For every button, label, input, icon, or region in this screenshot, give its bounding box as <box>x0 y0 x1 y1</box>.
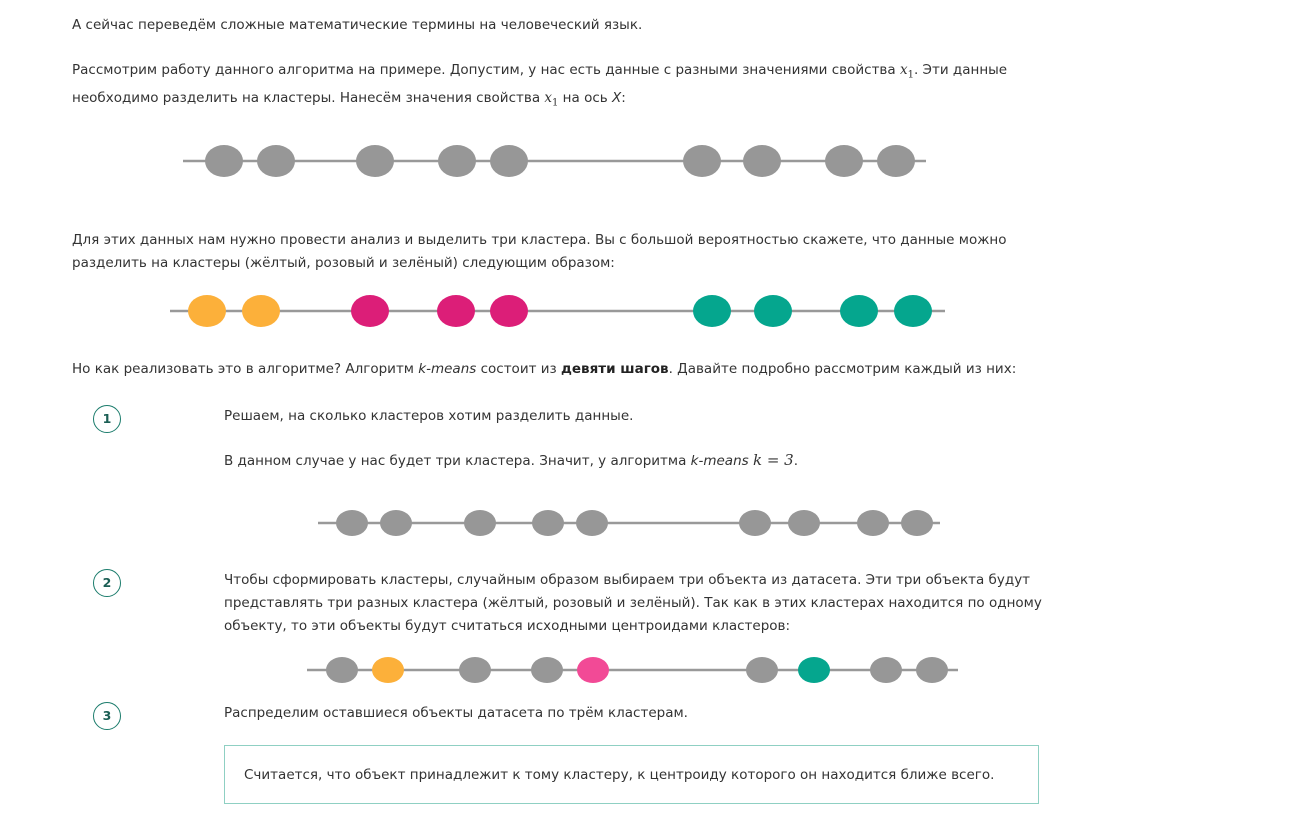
step-number-1: 1 <box>93 405 121 433</box>
data-point-gray <box>257 145 295 177</box>
data-point-gray <box>576 510 608 536</box>
data-point-pink <box>577 657 609 683</box>
data-point-magenta <box>437 295 475 327</box>
data-point-gray <box>326 657 358 683</box>
axis-name: X <box>612 89 622 106</box>
data-point-teal <box>754 295 792 327</box>
step2-text: Чтобы сформировать кластеры, случайным о… <box>224 572 1042 634</box>
example-line1-b: . Эти данные <box>913 62 1008 78</box>
data-point-magenta <box>490 295 528 327</box>
step3-text: Распределим оставшиеся объекты датасета … <box>224 705 688 721</box>
nine-steps: девяти шагов <box>561 361 669 377</box>
data-point-gray <box>356 145 394 177</box>
data-point-gray <box>205 145 243 177</box>
data-point-yellow <box>188 295 226 327</box>
data-point-gray <box>916 657 948 683</box>
step-number-2: 2 <box>93 569 121 597</box>
analysis-paragraph: Для этих данных нам нужно провести анали… <box>72 232 1007 271</box>
step1-text: Решаем, на сколько кластеров хотим разде… <box>224 408 634 424</box>
data-point-gray <box>532 510 564 536</box>
math-k-equals-3: k = 3 <box>752 451 794 469</box>
data-point-magenta <box>351 295 389 327</box>
kmeans-term: k-means <box>418 361 477 377</box>
steps-intro: Но как реализовать это в алгоритме? Алго… <box>72 361 1017 377</box>
data-point-teal <box>798 657 830 683</box>
example-line2-b: на ось <box>558 89 613 106</box>
data-point-gray <box>739 510 771 536</box>
math-x1: x1 <box>899 62 914 81</box>
data-point-gray <box>459 657 491 683</box>
data-point-teal <box>840 295 878 327</box>
data-point-gray <box>464 510 496 536</box>
data-point-gray <box>438 145 476 177</box>
step-number-3: 3 <box>93 702 121 730</box>
data-point-yellow <box>372 657 404 683</box>
data-point-gray <box>380 510 412 536</box>
data-point-yellow <box>242 295 280 327</box>
data-point-teal <box>693 295 731 327</box>
kmeans-term: k-means <box>690 453 749 469</box>
data-point-gray <box>490 145 528 177</box>
data-point-gray <box>901 510 933 536</box>
data-point-gray <box>877 145 915 177</box>
intro-text: А сейчас переведём сложные математически… <box>72 17 643 33</box>
math-x1: x1 <box>544 89 559 109</box>
note-text: Считается, что объект принадлежит к тому… <box>244 767 995 783</box>
data-point-gray <box>531 657 563 683</box>
data-point-teal <box>894 295 932 327</box>
note-box: Считается, что объект принадлежит к тому… <box>224 745 1039 804</box>
data-point-gray <box>788 510 820 536</box>
example-line1-a: Рассмотрим работу данного алгоритма на п… <box>72 62 900 78</box>
example-paragraph: Рассмотрим работу данного алгоритма на п… <box>72 62 1008 109</box>
data-point-gray <box>336 510 368 536</box>
data-point-gray <box>746 657 778 683</box>
data-point-gray <box>683 145 721 177</box>
data-point-gray <box>870 657 902 683</box>
data-point-gray <box>825 145 863 177</box>
data-point-gray <box>743 145 781 177</box>
step1-detail: В данном случае у нас будет три кластера… <box>224 451 799 469</box>
data-point-gray <box>857 510 889 536</box>
example-line2-a: необходимо разделить на кластеры. Нанесё… <box>72 89 545 106</box>
